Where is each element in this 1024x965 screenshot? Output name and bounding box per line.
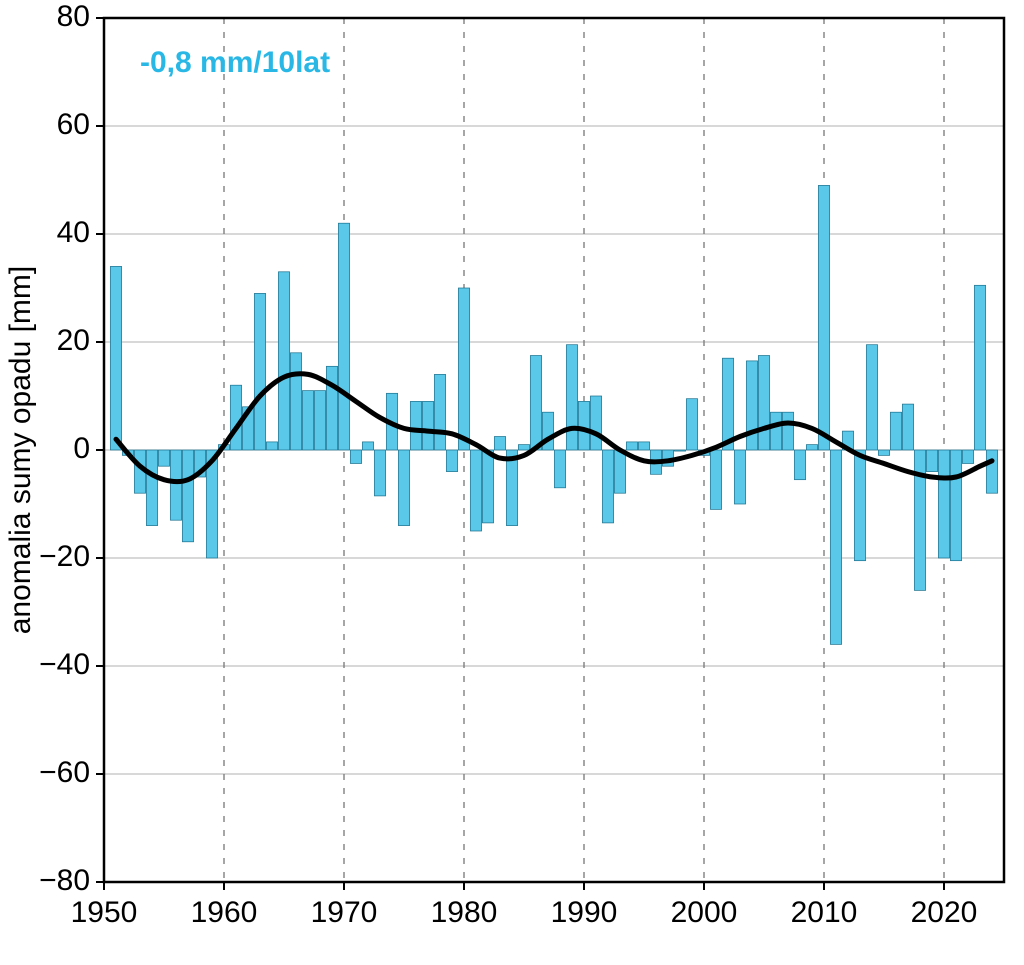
y-tick-label: −40: [39, 648, 90, 681]
bar: [530, 356, 541, 451]
x-tick-label: 2000: [671, 896, 738, 929]
bar: [182, 450, 193, 542]
bar: [422, 401, 433, 450]
bar: [578, 401, 589, 450]
y-axis-label: anomalia sumy opadu [mm]: [4, 266, 37, 635]
bar: [878, 450, 889, 455]
bar: [854, 450, 865, 561]
bar: [434, 374, 445, 450]
x-tick-label: 2010: [791, 896, 858, 929]
y-tick-label: 20: [57, 324, 90, 357]
x-tick-label: 1950: [71, 896, 138, 929]
bar: [794, 450, 805, 480]
bar: [614, 450, 625, 493]
bar: [470, 450, 481, 531]
bar: [518, 445, 529, 450]
bar: [830, 450, 841, 644]
bar: [290, 353, 301, 450]
bar: [602, 450, 613, 523]
y-tick-label: −20: [39, 540, 90, 573]
y-tick-label: 60: [57, 108, 90, 141]
bar: [170, 450, 181, 520]
bar: [770, 412, 781, 450]
y-tick-label: 80: [57, 0, 90, 33]
x-tick-label: 1980: [431, 896, 498, 929]
bar: [482, 450, 493, 523]
bar: [110, 266, 121, 450]
x-tick-label: 2020: [911, 896, 978, 929]
x-tick-label: 1970: [311, 896, 378, 929]
bar: [326, 366, 337, 450]
bar: [146, 450, 157, 526]
bar: [914, 450, 925, 590]
bar: [158, 450, 169, 466]
bar: [974, 285, 985, 450]
bar: [686, 399, 697, 450]
bar: [938, 450, 949, 558]
bar: [266, 442, 277, 450]
bar: [638, 442, 649, 450]
bar: [362, 442, 373, 450]
bar: [230, 385, 241, 450]
bar: [494, 437, 505, 451]
x-tick-label: 1990: [551, 896, 618, 929]
bar: [350, 450, 361, 464]
bar: [278, 272, 289, 450]
bar: [674, 450, 685, 451]
bar: [446, 450, 457, 472]
bar: [902, 404, 913, 450]
chart-svg: −80 −60 −40 −20 0 20 40 60 80 1950 1960 1970 1980 199…: [0, 0, 1024, 965]
bar: [566, 345, 577, 450]
bar: [890, 412, 901, 450]
bar: [926, 450, 937, 472]
bar: [410, 401, 421, 450]
anomaly-chart: −80 −60 −40 −20 0 20 40 60 80 1950 1960 1970 1980 199…: [0, 0, 1024, 965]
y-tick-label: −80: [39, 864, 90, 897]
bar: [806, 445, 817, 450]
bar: [734, 450, 745, 504]
bar: [458, 288, 469, 450]
bar: [338, 223, 349, 450]
bar: [866, 345, 877, 450]
y-tick-label: 40: [57, 216, 90, 249]
bar: [710, 450, 721, 509]
bar: [962, 450, 973, 464]
bar: [374, 450, 385, 496]
bar: [986, 450, 997, 493]
x-tick-label: 1960: [191, 896, 258, 929]
bar: [722, 358, 733, 450]
bar: [758, 356, 769, 451]
bar: [398, 450, 409, 526]
bar: [782, 412, 793, 450]
bar: [626, 442, 637, 450]
y-tick-label: −60: [39, 756, 90, 789]
bar: [818, 185, 829, 450]
bar: [950, 450, 961, 561]
bar: [590, 396, 601, 450]
bar: [302, 391, 313, 450]
bar: [554, 450, 565, 488]
bar: [314, 391, 325, 450]
trend-annotation: -0,8 mm/10lat: [140, 46, 330, 79]
y-tick-label: 0: [73, 432, 90, 465]
bar: [746, 361, 757, 450]
bar: [254, 293, 265, 450]
